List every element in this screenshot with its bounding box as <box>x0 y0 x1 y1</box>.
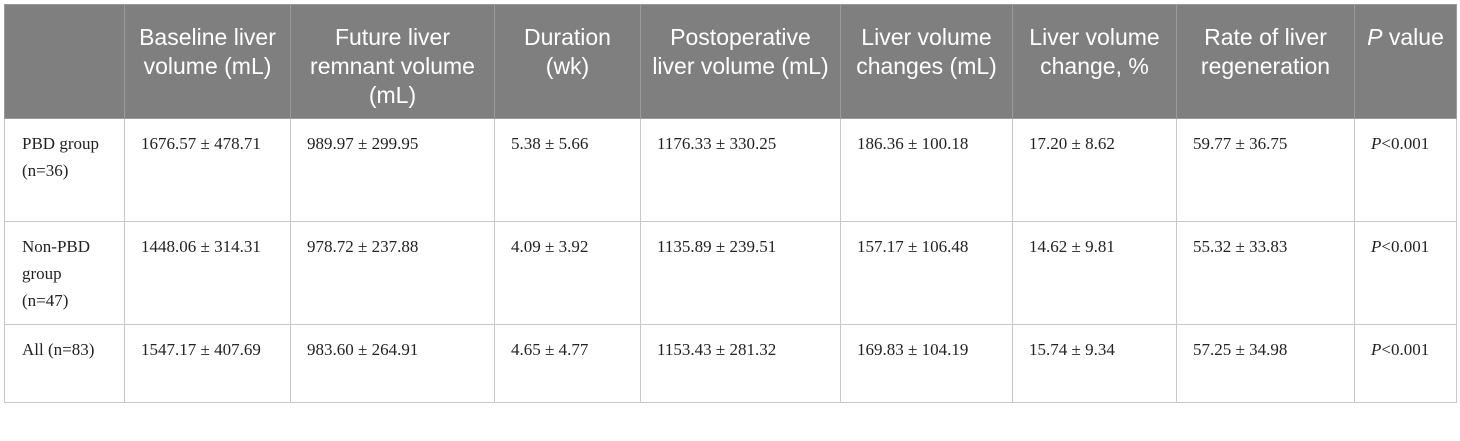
cell-postop: 1135.89 ± 239.51 <box>640 221 841 325</box>
cell-changes: 157.17 ± 106.48 <box>840 221 1013 325</box>
header-cell-p-value: P value <box>1354 4 1457 119</box>
cell-change-pct: 14.62 ± 9.81 <box>1012 221 1177 325</box>
row-group-label: All (n=83) <box>4 324 125 403</box>
p-symbol: P <box>1371 237 1382 256</box>
header-cell-flr: Future liver remnant volume (mL) <box>290 4 495 119</box>
header-cell-postop: Postoperative liver volume (mL) <box>640 4 841 119</box>
header-p-label: value <box>1388 24 1444 50</box>
p-symbol: P <box>1371 134 1382 153</box>
header-cell-group <box>4 4 125 119</box>
cell-flr: 983.60 ± 264.91 <box>290 324 495 403</box>
header-cell-changes: Liver volume changes (mL) <box>840 4 1013 119</box>
header-cell-duration: Duration (wk) <box>494 4 641 119</box>
header-p-symbol: P <box>1367 24 1383 50</box>
header-cell-regen: Rate of liver regeneration <box>1176 4 1355 119</box>
cell-baseline: 1676.57 ± 478.71 <box>124 118 291 222</box>
row-group-label: PBD group (n=36) <box>4 118 125 222</box>
table-body: PBD group (n=36) 1676.57 ± 478.71 989.97… <box>4 118 1457 403</box>
cell-regen: 57.25 ± 34.98 <box>1176 324 1355 403</box>
results-table: Baseline liver volume (mL) Future liver … <box>4 4 1457 403</box>
cell-postop: 1176.33 ± 330.25 <box>640 118 841 222</box>
cell-change-pct: 17.20 ± 8.62 <box>1012 118 1177 222</box>
cell-postop: 1153.43 ± 281.32 <box>640 324 841 403</box>
p-number: <0.001 <box>1381 134 1430 153</box>
cell-changes: 186.36 ± 100.18 <box>840 118 1013 222</box>
header-cell-baseline: Baseline liver volume (mL) <box>124 4 291 119</box>
cell-changes: 169.83 ± 104.19 <box>840 324 1013 403</box>
cell-change-pct: 15.74 ± 9.34 <box>1012 324 1177 403</box>
cell-flr: 989.97 ± 299.95 <box>290 118 495 222</box>
p-symbol: P <box>1371 340 1382 359</box>
p-number: <0.001 <box>1381 340 1430 359</box>
cell-p-value: P<0.001 <box>1354 324 1457 403</box>
cell-duration: 4.65 ± 4.77 <box>494 324 641 403</box>
table-row: All (n=83) 1547.17 ± 407.69 983.60 ± 264… <box>4 324 1457 403</box>
cell-baseline: 1448.06 ± 314.31 <box>124 221 291 325</box>
cell-duration: 4.09 ± 3.92 <box>494 221 641 325</box>
cell-regen: 59.77 ± 36.75 <box>1176 118 1355 222</box>
p-number: <0.001 <box>1381 237 1430 256</box>
table-header: Baseline liver volume (mL) Future liver … <box>4 4 1457 119</box>
header-row: Baseline liver volume (mL) Future liver … <box>4 4 1457 119</box>
header-cell-change-pct: Liver volume change, % <box>1012 4 1177 119</box>
cell-flr: 978.72 ± 237.88 <box>290 221 495 325</box>
cell-p-value: P<0.001 <box>1354 118 1457 222</box>
table-row: Non-PBD group (n=47) 1448.06 ± 314.31 97… <box>4 221 1457 325</box>
table-row: PBD group (n=36) 1676.57 ± 478.71 989.97… <box>4 118 1457 222</box>
cell-duration: 5.38 ± 5.66 <box>494 118 641 222</box>
cell-baseline: 1547.17 ± 407.69 <box>124 324 291 403</box>
row-group-label: Non-PBD group (n=47) <box>4 221 125 325</box>
cell-p-value: P<0.001 <box>1354 221 1457 325</box>
cell-regen: 55.32 ± 33.83 <box>1176 221 1355 325</box>
